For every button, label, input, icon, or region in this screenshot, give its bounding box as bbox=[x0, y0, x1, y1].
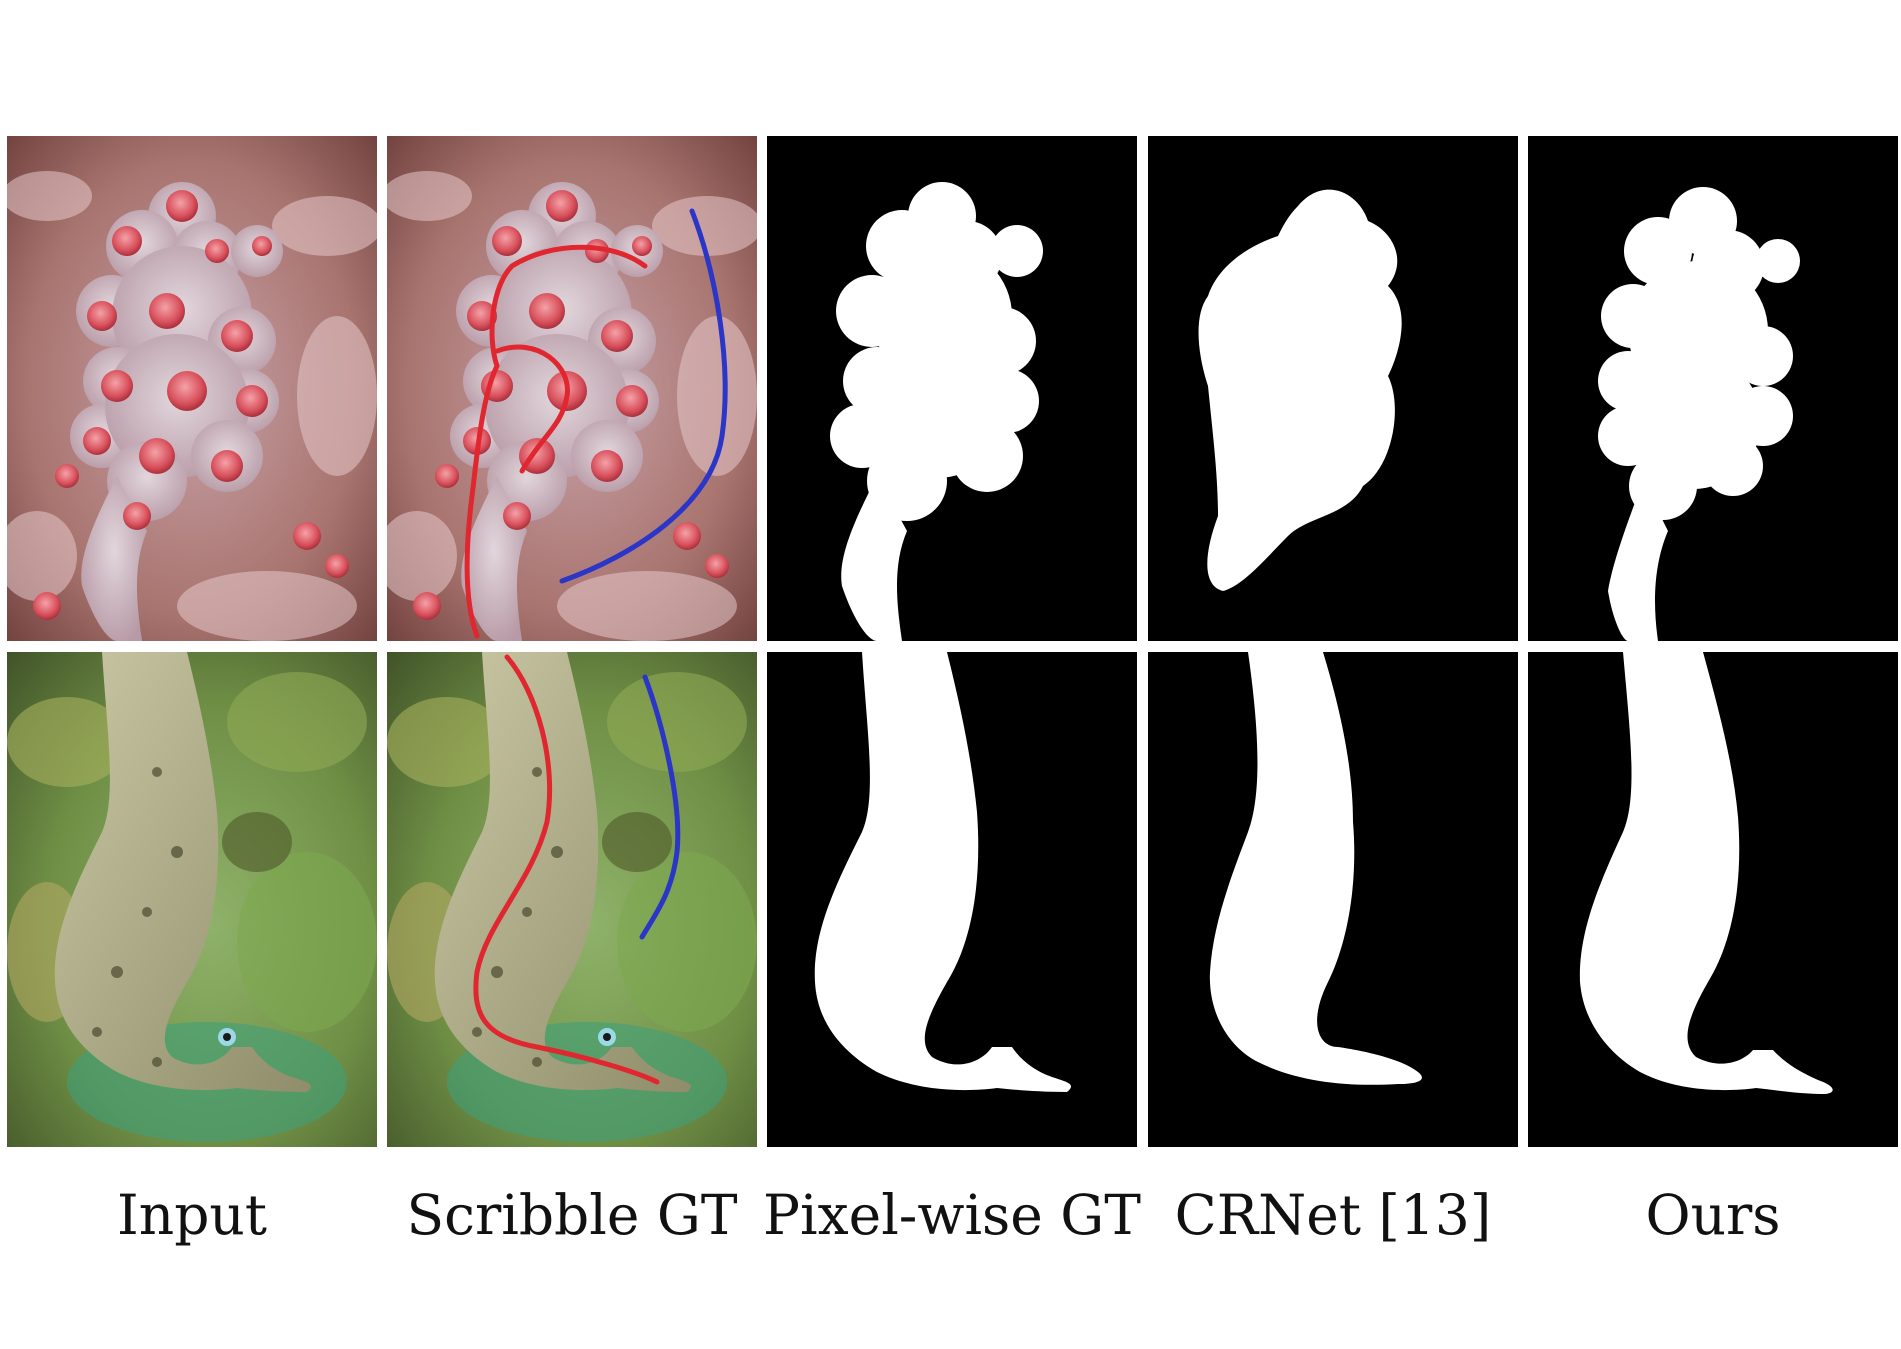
row2-background-scribble bbox=[639, 674, 681, 940]
row1-foreground-scribble-hook bbox=[494, 344, 570, 474]
row2-foreground-scribble bbox=[473, 654, 660, 1085]
row2-input-image bbox=[7, 652, 377, 1147]
row1-crnet-mask bbox=[1148, 136, 1518, 641]
row2-scribble-image bbox=[387, 652, 757, 1147]
row1-pixel-gt-mask bbox=[767, 136, 1137, 641]
caption-crnet: CRNet [13] bbox=[1174, 1183, 1492, 1247]
caption-scribble-gt: Scribble GT bbox=[406, 1183, 738, 1247]
row2-ours-mask bbox=[1528, 652, 1898, 1147]
row1-background-scribble bbox=[559, 208, 728, 584]
row1-foreground-scribble bbox=[464, 244, 648, 639]
caption-input: Input bbox=[117, 1183, 267, 1247]
caption-ours: Ours bbox=[1645, 1183, 1781, 1247]
row2-pixel-gt-mask bbox=[767, 652, 1137, 1147]
row2-crnet-mask bbox=[1148, 652, 1518, 1147]
caption-pixel-wise-gt: Pixel-wise GT bbox=[763, 1183, 1141, 1247]
row1-ours-mask bbox=[1528, 136, 1898, 641]
row1-scribble-image bbox=[387, 136, 757, 641]
row1-input-image bbox=[7, 136, 377, 641]
